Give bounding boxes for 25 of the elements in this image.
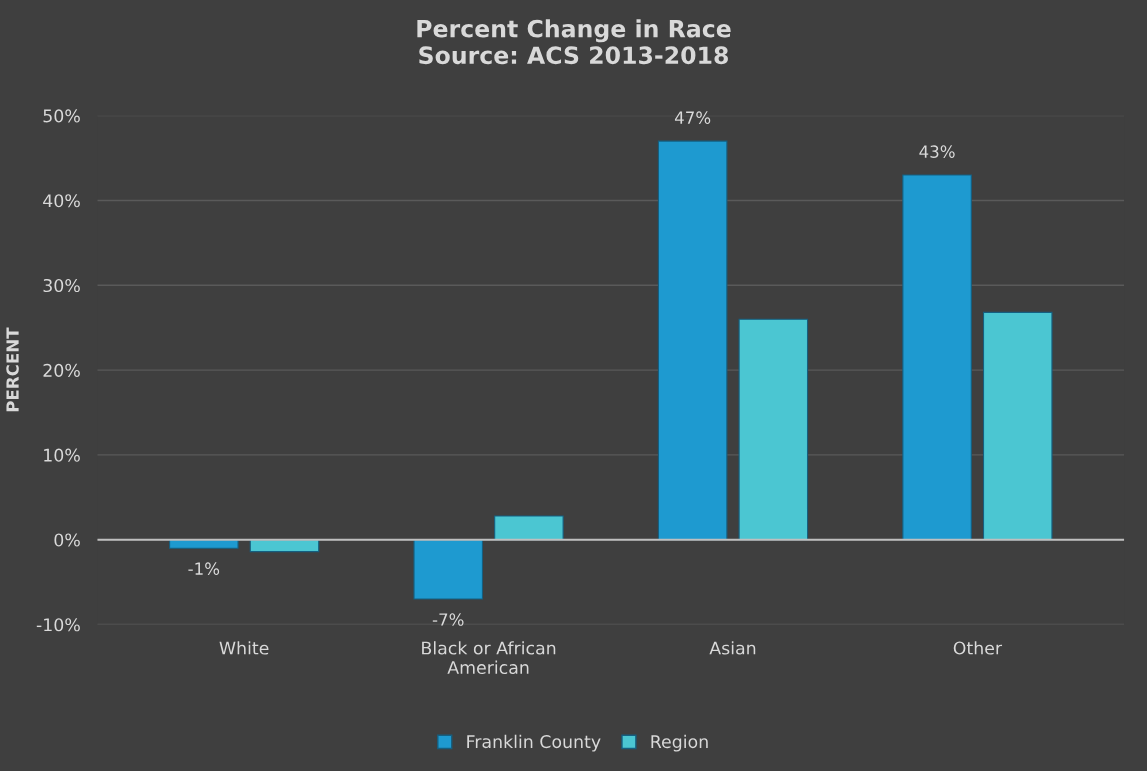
x-tick-label: Asian <box>709 641 756 655</box>
bar <box>982 311 1053 541</box>
bar <box>413 539 484 600</box>
y-tick-label: -10% <box>36 618 80 632</box>
y-tick-label: 0% <box>54 533 80 547</box>
legend-label: Franklin County <box>467 734 601 752</box>
x-tick-label: White <box>219 641 269 655</box>
bar <box>738 318 809 541</box>
data-label: -1% <box>188 562 220 575</box>
data-label: -7% <box>432 613 464 626</box>
legend-label: Region <box>651 734 708 752</box>
y-tick-label: 20% <box>43 363 80 377</box>
bar <box>657 140 728 541</box>
chart-title: Percent Change in Race Source: ACS 2013-2018 <box>417 19 731 65</box>
y-tick-label: 50% <box>43 109 80 123</box>
y-tick-label: 10% <box>44 448 80 462</box>
x-tick-label: Black or African American <box>422 641 556 675</box>
y-axis-title: PERCENT <box>6 327 19 412</box>
y-tick-label: 30% <box>43 278 80 293</box>
bar <box>494 515 564 541</box>
x-tick-label: Other <box>953 641 1003 655</box>
data-label: 43% <box>919 145 955 158</box>
y-tick-label: 40% <box>43 194 80 208</box>
bar <box>902 174 972 541</box>
data-label: 47% <box>674 111 711 124</box>
